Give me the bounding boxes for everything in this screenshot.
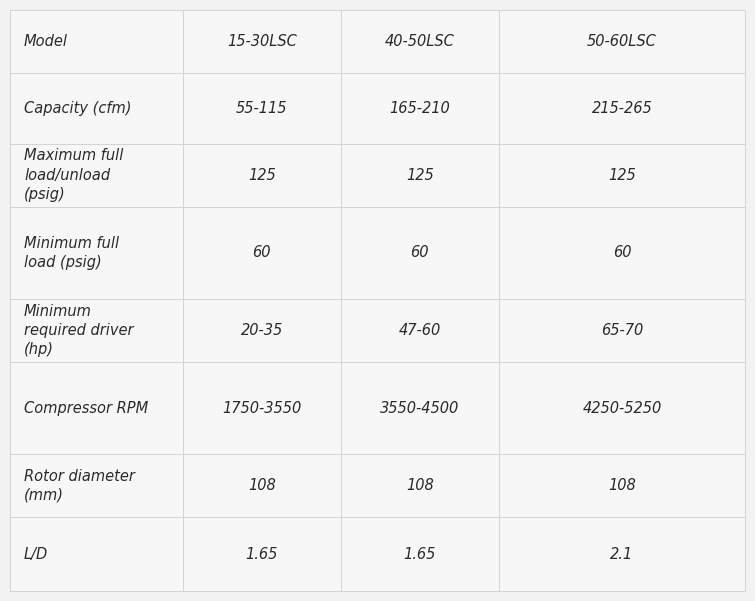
Text: 125: 125 xyxy=(248,168,276,183)
Text: 1.65: 1.65 xyxy=(245,546,278,561)
Bar xyxy=(341,144,499,207)
Text: 65-70: 65-70 xyxy=(601,323,643,338)
Text: 60: 60 xyxy=(252,245,271,260)
Bar xyxy=(183,144,341,207)
Text: Model: Model xyxy=(24,34,68,49)
Text: 15-30LSC: 15-30LSC xyxy=(226,34,297,49)
Bar xyxy=(183,454,341,517)
Bar xyxy=(499,454,745,517)
Text: 165-210: 165-210 xyxy=(390,101,450,116)
Text: 3550-4500: 3550-4500 xyxy=(380,400,459,415)
Bar xyxy=(499,73,745,144)
Bar xyxy=(10,517,183,591)
Bar xyxy=(499,207,745,299)
Bar xyxy=(341,362,499,454)
Text: 47-60: 47-60 xyxy=(399,323,441,338)
Bar xyxy=(183,299,341,362)
Bar xyxy=(341,299,499,362)
Bar xyxy=(183,73,341,144)
Bar xyxy=(341,10,499,73)
Text: Rotor diameter
(mm): Rotor diameter (mm) xyxy=(24,469,135,503)
Text: 108: 108 xyxy=(248,478,276,493)
Text: Minimum
required driver
(hp): Minimum required driver (hp) xyxy=(24,304,134,357)
Text: 4250-5250: 4250-5250 xyxy=(582,400,661,415)
Bar xyxy=(183,362,341,454)
Bar xyxy=(10,362,183,454)
Bar xyxy=(341,454,499,517)
Text: 1.65: 1.65 xyxy=(404,546,436,561)
Text: 55-115: 55-115 xyxy=(236,101,288,116)
Text: 50-60LSC: 50-60LSC xyxy=(587,34,657,49)
Text: L/D: L/D xyxy=(24,546,48,561)
Text: 108: 108 xyxy=(406,478,433,493)
Bar xyxy=(499,517,745,591)
Bar xyxy=(10,10,183,73)
Bar xyxy=(10,207,183,299)
Text: 125: 125 xyxy=(406,168,433,183)
Text: Capacity (cfm): Capacity (cfm) xyxy=(24,101,131,116)
Text: 215-265: 215-265 xyxy=(591,101,652,116)
Text: 60: 60 xyxy=(612,245,631,260)
Text: Compressor RPM: Compressor RPM xyxy=(24,400,148,415)
Bar xyxy=(10,299,183,362)
Bar xyxy=(499,362,745,454)
Bar xyxy=(10,144,183,207)
Bar xyxy=(499,144,745,207)
Text: Minimum full
load (psig): Minimum full load (psig) xyxy=(24,236,119,270)
Bar xyxy=(341,73,499,144)
Bar xyxy=(183,207,341,299)
Text: 20-35: 20-35 xyxy=(241,323,283,338)
Text: 2.1: 2.1 xyxy=(610,546,633,561)
Bar xyxy=(183,517,341,591)
Bar xyxy=(341,517,499,591)
Bar xyxy=(10,73,183,144)
Text: 108: 108 xyxy=(608,478,636,493)
Bar xyxy=(10,454,183,517)
Text: 1750-3550: 1750-3550 xyxy=(222,400,301,415)
Bar xyxy=(499,10,745,73)
Bar xyxy=(183,10,341,73)
Text: Maximum full
load/unload
(psig): Maximum full load/unload (psig) xyxy=(24,148,123,202)
Bar xyxy=(499,299,745,362)
Text: 125: 125 xyxy=(608,168,636,183)
Bar xyxy=(341,207,499,299)
Text: 40-50LSC: 40-50LSC xyxy=(385,34,455,49)
Text: 60: 60 xyxy=(411,245,429,260)
